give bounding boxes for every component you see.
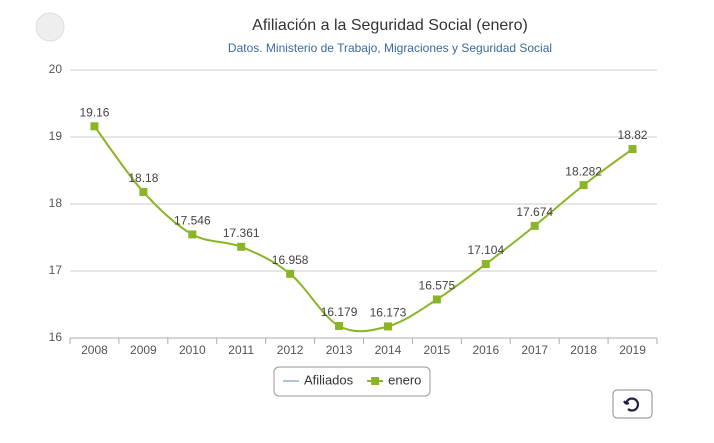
legend-marker <box>371 377 380 385</box>
point <box>335 322 344 331</box>
x-tick-label: 2019 <box>619 343 646 357</box>
x-tick-label: 2011 <box>228 343 254 357</box>
point <box>237 242 246 251</box>
logo <box>35 12 65 42</box>
legend-label: enero <box>388 372 421 387</box>
x-tick-label: 2013 <box>326 343 353 357</box>
x-tick-label: 2010 <box>179 343 206 357</box>
data-label: 17.361 <box>223 226 260 240</box>
series-line <box>93 125 634 333</box>
data-label: 17.674 <box>516 205 553 219</box>
data-label: 16.575 <box>419 279 456 293</box>
x-tick-label: 2012 <box>277 343 304 357</box>
point <box>481 260 490 269</box>
x-tick-label: 2018 <box>570 343 597 357</box>
x-tick-label: 2015 <box>424 343 451 357</box>
data-label: 16.173 <box>370 306 407 320</box>
data-label: 18.18 <box>128 171 158 185</box>
y-tick-label: 17 <box>49 263 63 277</box>
data-label: 18.82 <box>618 128 648 142</box>
refresh-icon[interactable] <box>623 397 640 412</box>
data-label: 17.104 <box>467 243 504 257</box>
legend-label: Afiliados <box>304 372 354 387</box>
point <box>383 322 392 331</box>
x-tick-label: 2009 <box>130 343 157 357</box>
data-label: 18.282 <box>565 164 602 178</box>
x-tick-label: 2016 <box>472 343 499 357</box>
point <box>90 122 99 131</box>
data-label: 17.546 <box>174 214 211 228</box>
y-tick-label: 20 <box>49 62 63 76</box>
point <box>139 187 148 196</box>
point <box>188 230 197 239</box>
x-tick-label: 2008 <box>81 343 108 357</box>
data-label: 16.179 <box>321 305 358 319</box>
button-frame[interactable] <box>612 389 653 419</box>
point <box>432 295 441 304</box>
chart-title: Afiliación a la Seguridad Social (enero) <box>252 17 528 34</box>
point <box>286 269 295 278</box>
chart-subtitle: Datos. Ministerio de Trabajo, Migracione… <box>228 41 552 55</box>
legend-box <box>273 366 431 397</box>
refresh-button[interactable] <box>612 389 653 419</box>
point <box>628 145 637 154</box>
x-tick-label: 2017 <box>521 343 548 357</box>
y-tick-label: 19 <box>49 129 63 143</box>
data-label: 16.958 <box>272 253 309 267</box>
y-tick-label: 16 <box>49 330 63 344</box>
point <box>579 181 588 190</box>
point <box>530 221 539 230</box>
x-tick-label: 2014 <box>375 343 402 357</box>
data-label: 19.16 <box>79 105 109 119</box>
y-tick-label: 18 <box>49 196 63 210</box>
